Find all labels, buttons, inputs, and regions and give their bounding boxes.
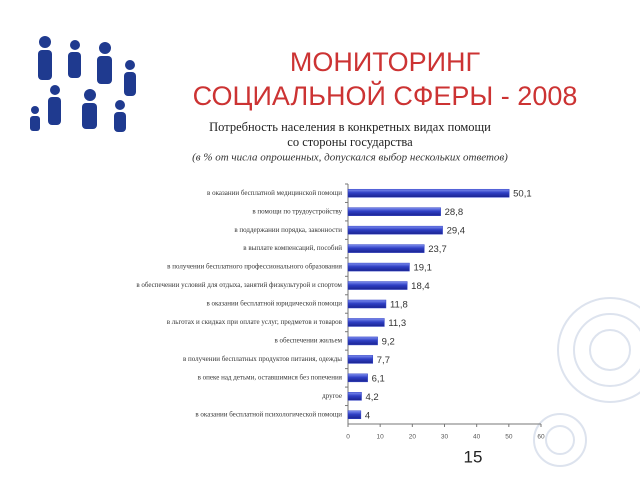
chart-title: со стороны государства xyxy=(287,135,413,149)
bar xyxy=(347,262,410,272)
x-tick-label: 20 xyxy=(409,434,417,441)
x-tick-label: 0 xyxy=(346,434,350,441)
bar xyxy=(347,188,510,198)
bar xyxy=(347,281,408,290)
value-label: 18,4 xyxy=(411,281,430,292)
bar xyxy=(347,392,362,401)
decor-circles xyxy=(533,297,640,467)
category-label: в получении бесплатного профессиональног… xyxy=(167,263,343,271)
value-label: 7,7 xyxy=(377,355,390,366)
x-tick-label: 40 xyxy=(473,434,481,441)
value-label: 23,7 xyxy=(428,244,447,255)
category-label: в выплате компенсаций, пособий xyxy=(243,244,342,252)
value-label: 4,2 xyxy=(366,392,379,403)
slide-title: МОНИТОРИНГ xyxy=(290,47,481,77)
x-tick-label: 50 xyxy=(505,434,513,441)
value-label: 6,1 xyxy=(372,373,385,384)
category-label: в поддержании порядка, законности xyxy=(234,226,342,234)
bar xyxy=(347,336,378,346)
bar xyxy=(347,355,374,364)
value-label: 9,2 xyxy=(382,336,395,347)
bar xyxy=(347,410,362,420)
bar xyxy=(347,373,368,383)
chart-subtitle: (в % от числа опрошенных, допускался выб… xyxy=(192,152,508,164)
category-label: в получении бесплатных продуктов питания… xyxy=(183,355,342,363)
bar xyxy=(347,318,385,327)
category-label: в обеспечении условий для отдыха, заняти… xyxy=(136,281,342,289)
bar xyxy=(347,207,441,216)
bar xyxy=(347,225,443,235)
value-label: 11,8 xyxy=(390,300,408,311)
slide-title: СОЦИАЛЬНОЙ СФЕРЫ - 2008 xyxy=(193,80,578,111)
category-label: в льготах и скидках при оплате услуг, пр… xyxy=(167,318,343,326)
value-label: 11,3 xyxy=(388,318,406,329)
x-tick-label: 30 xyxy=(441,434,449,441)
chart-title: Потребность населения в конкретных видах… xyxy=(209,120,491,134)
value-label: 28,8 xyxy=(445,207,464,218)
category-label: в помощи по трудоустройству xyxy=(252,207,342,215)
page-number: 15 xyxy=(464,447,483,466)
bar xyxy=(347,244,425,253)
bar xyxy=(347,299,387,309)
category-label: в оказании бесплатной юридической помощи xyxy=(206,300,342,308)
value-label: 50,1 xyxy=(513,189,532,200)
category-label: в опеке над детьми, оставшимися без попе… xyxy=(198,373,343,381)
x-tick-label: 10 xyxy=(377,434,385,441)
category-label: в оказании бесплатной психологической по… xyxy=(195,410,342,418)
category-label: в оказании бесплатной медицинской помощи xyxy=(207,189,342,197)
logo-figures xyxy=(30,36,136,132)
category-label: другое xyxy=(322,392,342,400)
x-tick-label: 60 xyxy=(537,434,545,441)
category-label: в обеспечении жильем xyxy=(274,337,342,345)
value-label: 4 xyxy=(365,410,370,421)
value-label: 29,4 xyxy=(447,226,466,237)
value-label: 19,1 xyxy=(413,263,432,274)
